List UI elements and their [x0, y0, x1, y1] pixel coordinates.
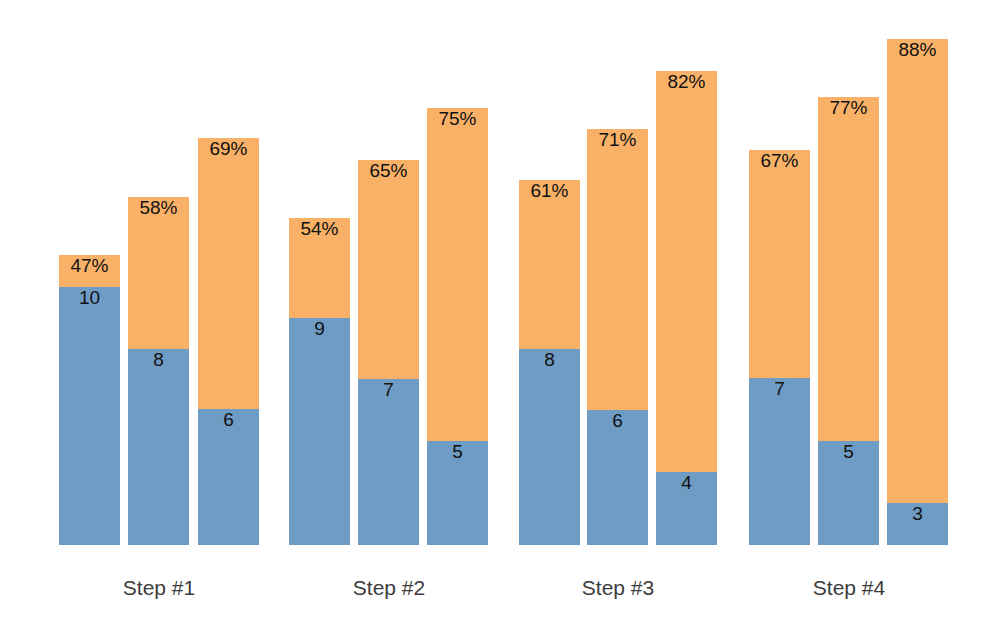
bar-bottom-segment-blue: 5 [427, 441, 488, 545]
bar: 69%6 [198, 138, 259, 545]
bar-count-label: 6 [577, 411, 658, 430]
bar-count-label: 5 [808, 442, 889, 461]
category-label: Step #3 [508, 577, 728, 599]
bar-bottom-segment-blue: 10 [59, 287, 120, 545]
bar-bottom-segment-blue: 6 [587, 410, 648, 545]
bar-count-label: 3 [877, 504, 958, 523]
bar-bottom-segment-blue: 7 [358, 379, 419, 545]
category-label: Step #1 [49, 577, 269, 599]
bar: 58%8 [128, 197, 189, 545]
bar-bottom-segment-blue: 9 [289, 318, 350, 545]
bar-bottom-segment-blue: 8 [128, 349, 189, 545]
bar-percent-label: 75% [417, 109, 498, 128]
bar-percent-label: 82% [646, 72, 727, 91]
bar-percent-label: 58% [118, 198, 199, 217]
bar-bottom-segment-blue: 6 [198, 409, 259, 545]
bar: 61%8 [519, 180, 580, 545]
bar-bottom-segment-blue: 8 [519, 349, 580, 545]
bar-count-label: 9 [279, 319, 360, 338]
bar-count-label: 7 [739, 379, 820, 398]
bar-percent-label: 77% [808, 98, 889, 117]
bar-percent-label: 61% [509, 181, 590, 200]
bar-count-label: 8 [118, 350, 199, 369]
bar: 47%10 [59, 255, 120, 545]
bar-count-label: 5 [417, 442, 498, 461]
bar-bottom-segment-blue: 4 [656, 472, 717, 545]
bar-percent-label: 65% [348, 161, 429, 180]
bar-bottom-segment-blue: 3 [887, 503, 948, 545]
bar-percent-label: 54% [279, 219, 360, 238]
bar-percent-label: 71% [577, 130, 658, 149]
bar: 71%6 [587, 129, 648, 545]
bar-count-label: 10 [49, 288, 130, 307]
bar: 67%7 [749, 150, 810, 545]
bar: 88%3 [887, 39, 948, 545]
bar: 54%9 [289, 218, 350, 545]
category-label: Step #4 [739, 577, 959, 599]
bar-percent-label: 88% [877, 40, 958, 59]
bar: 75%5 [427, 108, 488, 545]
bar-count-label: 4 [646, 473, 727, 492]
bar-count-label: 7 [348, 380, 429, 399]
bar-count-label: 8 [509, 350, 590, 369]
bar-percent-label: 67% [739, 151, 820, 170]
stacked-bar-chart-figure: 47%1058%869%654%965%775%561%871%682%467%… [0, 0, 1000, 618]
bar-count-label: 6 [188, 410, 269, 429]
bar-bottom-segment-blue: 7 [749, 378, 810, 545]
bar-bottom-segment-blue: 5 [818, 441, 879, 545]
bar-percent-label: 69% [188, 139, 269, 158]
category-label: Step #2 [279, 577, 499, 599]
bar: 77%5 [818, 97, 879, 545]
bar: 82%4 [656, 71, 717, 545]
bar-percent-label: 47% [49, 256, 130, 275]
bar: 65%7 [358, 160, 419, 545]
